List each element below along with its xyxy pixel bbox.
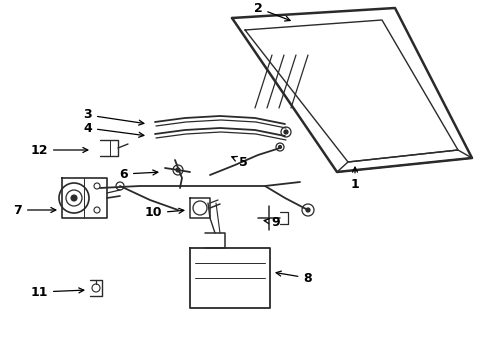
Text: 6: 6 <box>120 167 158 180</box>
Text: 2: 2 <box>254 1 290 21</box>
Circle shape <box>284 130 288 134</box>
Text: 12: 12 <box>30 144 88 157</box>
Text: 4: 4 <box>83 122 144 137</box>
Circle shape <box>306 208 310 212</box>
Circle shape <box>278 145 281 148</box>
Text: 8: 8 <box>276 271 312 284</box>
Circle shape <box>71 195 77 201</box>
Text: 7: 7 <box>13 203 56 216</box>
Text: 9: 9 <box>264 216 280 229</box>
Text: 11: 11 <box>30 285 84 298</box>
Text: 3: 3 <box>83 108 144 125</box>
Circle shape <box>176 168 180 172</box>
Text: 5: 5 <box>232 156 248 168</box>
Text: 10: 10 <box>145 207 184 220</box>
Text: 1: 1 <box>351 167 359 192</box>
